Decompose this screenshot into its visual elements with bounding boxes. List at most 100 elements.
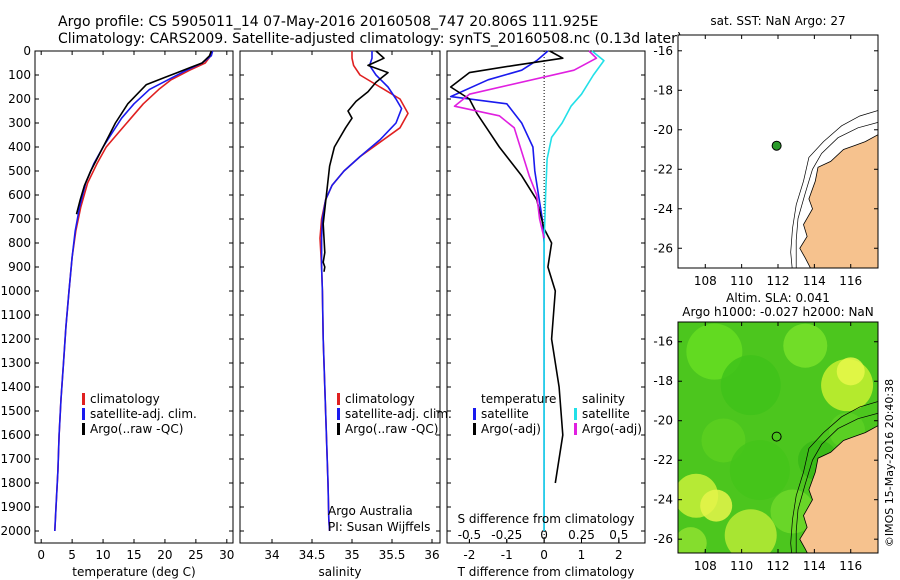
temperature-x-tick-label: 15 <box>126 548 141 562</box>
title-line-1: Argo profile: CS 5905011_14 07-May-2016 … <box>58 14 599 30</box>
temperature-x-tick-label: 0 <box>37 548 45 562</box>
sst-map-y-tick-label: -22 <box>653 162 673 176</box>
sst-map-x-tick-label: 116 <box>839 274 862 288</box>
sla-map-depth-contour <box>790 401 878 553</box>
temperature-y-tick-label: 1800 <box>0 476 31 490</box>
sst-map-y-tick-label: -18 <box>653 83 673 97</box>
temperature-y-tick-label: 700 <box>8 212 31 226</box>
difference-series-s-satellite <box>543 50 605 531</box>
temperature-x-tick-label: 20 <box>157 548 172 562</box>
temperature-y-tick-label: 0 <box>23 44 31 58</box>
salinity-series-argo-raw-qc- <box>322 50 389 272</box>
sst-map-x-tick-label: 108 <box>694 274 717 288</box>
difference-x-tick-label: -1 <box>501 548 513 562</box>
salinity-x-tick-label: 36 <box>424 548 439 562</box>
difference-x-tick-label: 1 <box>578 548 586 562</box>
salinity-legend-swatch <box>337 408 340 420</box>
difference-x2-axis-label: S difference from climatology <box>458 512 635 526</box>
temperature-y-tick-label: 2000 <box>0 524 31 538</box>
sst-map-depth-contour <box>790 110 878 268</box>
sla-map-sla-blob <box>783 323 828 368</box>
temperature-y-tick-label: 400 <box>8 140 31 154</box>
salinity-x-tick-label: 34 <box>264 548 279 562</box>
sst-map-y-tick-label: -24 <box>653 202 673 216</box>
salinity-legend-swatch <box>337 423 340 435</box>
difference-x2-tick-label: -0.5 <box>458 528 481 542</box>
imos-stamp: ©IMOS 15-May-2016 20:40:38 <box>883 379 896 547</box>
salinity-x-tick-label: 34.5 <box>299 548 326 562</box>
title-line-2: Climatology: CARS2009. Satellite-adjuste… <box>58 31 683 47</box>
sst-map-y-tick-label: -26 <box>653 241 673 255</box>
sla-map-sla-blob <box>701 418 746 463</box>
sst-map-argo-position-marker <box>771 140 782 151</box>
temperature-series-argo-raw-qc- <box>75 50 213 215</box>
sla-map-sla-blob <box>729 440 790 501</box>
sla-map-sla-blob <box>678 527 707 553</box>
salinity-series-climatology <box>319 51 409 532</box>
temperature-y-tick-label: 1700 <box>0 452 31 466</box>
sla-map-land <box>799 425 878 553</box>
temperature-legend-label: Argo(..raw -QC) <box>90 422 183 436</box>
temperature-y-tick-label: 1300 <box>0 356 31 370</box>
salinity-legend-label: climatology <box>345 392 415 406</box>
sla-map-y-tick-label: -16 <box>653 335 673 349</box>
salinity-series-satellite-adj-clim- <box>320 51 403 532</box>
difference-x2-tick-label: 0.25 <box>568 528 595 542</box>
salinity-x-tick-label: 35.5 <box>379 548 406 562</box>
temperature-legend-swatch <box>82 393 85 405</box>
sst-map-plot-area <box>678 35 878 268</box>
credit-line-1: Argo Australia <box>328 504 413 518</box>
difference-salinity-legend-label: Argo(-adj) <box>582 422 642 436</box>
temperature-y-tick-label: 800 <box>8 236 31 250</box>
sla-map-sla-blob <box>724 509 777 553</box>
difference-x-tick-label: 2 <box>615 548 623 562</box>
temperature-y-tick-label: 300 <box>8 116 31 130</box>
temperature-y-tick-label: 100 <box>8 68 31 82</box>
temperature-x-tick-label: 10 <box>95 548 110 562</box>
sst-map-depth-contour <box>795 122 878 268</box>
difference-temperature-legend-swatch <box>473 423 476 435</box>
temperature-x-tick-label: 25 <box>188 548 203 562</box>
temperature-y-tick-label: 1200 <box>0 332 31 346</box>
credit-line-2: PI: Susan Wijffels <box>328 520 430 534</box>
difference-salinity-legend-swatch <box>574 423 577 435</box>
temperature-legend-label: satellite-adj. clim. <box>90 407 197 421</box>
sla-map-y-tick-label: -26 <box>653 532 673 546</box>
temperature-y-tick-label: 200 <box>8 92 31 106</box>
temperature-y-tick-label: 600 <box>8 188 31 202</box>
sst-map-x-tick-label: 112 <box>767 274 790 288</box>
temperature-legend-swatch <box>82 423 85 435</box>
sla-map-x-tick-label: 110 <box>730 559 753 573</box>
sla-map-title-line-1: Altim. SLA: 0.041 <box>726 291 830 305</box>
difference-x2-tick-label: 0 <box>540 528 548 542</box>
sst-map-land <box>799 134 878 268</box>
sla-map-title-line-2: Argo h1000: -0.027 h2000: NaN <box>682 305 874 319</box>
temperature-series-satellite-adj-clim- <box>54 50 214 532</box>
temperature-y-tick-label: 500 <box>8 164 31 178</box>
salinity-axes-frame <box>239 50 441 544</box>
difference-legend-temperature-title: temperature <box>481 392 556 406</box>
difference-x-tick-label: 0 <box>540 548 548 562</box>
sla-map-y-tick-label: -18 <box>653 374 673 388</box>
sla-map-plot-area <box>678 322 878 553</box>
temperature-x-axis-label: temperature (deg C) <box>72 565 195 579</box>
sla-map-depth-contour <box>795 412 878 553</box>
difference-series-t-argo-adj- <box>449 50 564 484</box>
difference-temperature-legend-swatch <box>473 408 476 420</box>
difference-temperature-legend-label: Argo(-adj) <box>481 422 541 436</box>
sst-map-x-tick-label: 110 <box>730 274 753 288</box>
difference-salinity-legend-swatch <box>574 408 577 420</box>
difference-series-s-argo-adj- <box>453 50 598 239</box>
temperature-axes-frame <box>34 50 234 544</box>
sst-map-x-tick-label: 114 <box>803 274 826 288</box>
temperature-y-tick-label: 900 <box>8 260 31 274</box>
difference-series-t-satellite <box>449 50 549 531</box>
temperature-y-tick-label: 1400 <box>0 380 31 394</box>
sst-map-title: sat. SST: NaN Argo: 27 <box>710 14 845 28</box>
sla-map-argo-position-marker <box>771 431 782 442</box>
temperature-legend-label: climatology <box>90 392 160 406</box>
temperature-x-tick-label: 5 <box>68 548 76 562</box>
temperature-legend-swatch <box>82 408 85 420</box>
difference-salinity-legend-label: satellite <box>582 407 630 421</box>
